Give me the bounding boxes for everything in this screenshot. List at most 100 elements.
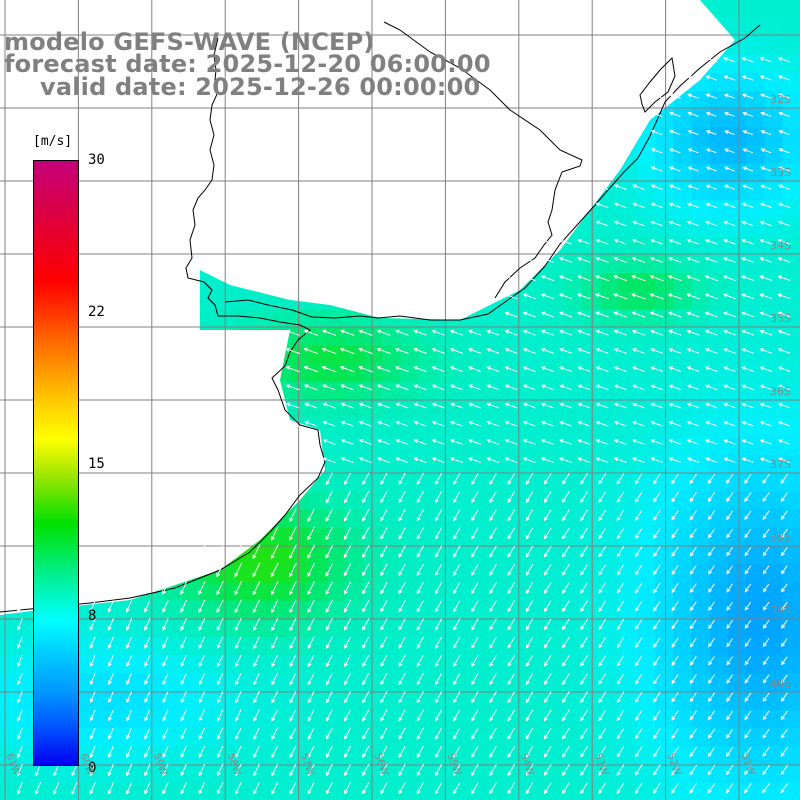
wind-arrow <box>558 275 573 282</box>
field-cell <box>746 364 765 383</box>
field-cell <box>782 236 800 256</box>
field-cell <box>345 764 365 784</box>
field-cell <box>200 728 219 747</box>
wind-arrow <box>559 311 573 318</box>
lat-label: 36S <box>770 385 791 398</box>
field-cell <box>746 254 765 274</box>
field-cell <box>764 637 784 656</box>
field-cell <box>91 673 110 693</box>
field-cell <box>546 691 565 711</box>
field-cell <box>546 382 565 401</box>
field-cell <box>364 473 383 492</box>
field-cell <box>673 491 693 511</box>
field-cell <box>673 345 693 365</box>
field-cell <box>728 345 747 365</box>
lat-label: 39S <box>770 604 791 617</box>
field-cell <box>618 218 638 238</box>
field-cell <box>364 327 383 347</box>
field-cell <box>764 618 784 638</box>
field-cell <box>691 600 711 620</box>
field-cell <box>309 655 329 674</box>
field-cell <box>236 564 256 583</box>
field-cell <box>673 564 693 583</box>
wind-arrow <box>669 129 681 136</box>
field-cell <box>600 436 620 456</box>
field-cell <box>418 655 438 674</box>
field-cell <box>673 218 693 238</box>
field-cell <box>218 600 238 620</box>
field-cell <box>400 673 420 693</box>
field-cell <box>655 309 674 329</box>
field-cell <box>327 509 347 529</box>
field-cell <box>400 728 420 747</box>
wind-arrow <box>504 311 518 318</box>
lat-label: 34S <box>770 239 791 252</box>
field-cell <box>473 473 492 492</box>
field-cell <box>491 746 511 765</box>
lat-label: 32S <box>770 93 791 106</box>
colorbar-tick-8: 8 <box>88 608 97 624</box>
wind-arrow <box>595 293 609 300</box>
field-cell <box>546 782 565 800</box>
field-cell <box>709 382 729 401</box>
wind-arrow <box>558 293 573 300</box>
field-cell <box>746 309 765 329</box>
field-cell <box>709 127 729 147</box>
field-cell <box>400 709 420 729</box>
field-cell <box>327 473 347 492</box>
field-cell <box>163 691 183 711</box>
field-cell <box>546 709 565 729</box>
field-cell <box>91 618 110 638</box>
field-cell <box>709 455 729 474</box>
field-cell <box>218 618 238 638</box>
field-cell <box>637 382 656 401</box>
wind-arrow <box>631 293 646 300</box>
field-cell <box>764 327 784 347</box>
wind-arrow <box>723 184 736 190</box>
wind-arrow <box>686 293 700 300</box>
field-cell <box>236 673 256 693</box>
field-cell <box>364 728 383 747</box>
field-cell <box>637 254 656 274</box>
field-cell <box>746 273 765 292</box>
field-cell <box>673 145 693 165</box>
field-cell <box>764 709 784 729</box>
wind-arrow <box>723 220 736 227</box>
field-cell <box>436 364 456 383</box>
field-cell <box>109 764 128 784</box>
field-cell <box>709 728 729 747</box>
field-cell <box>291 309 310 329</box>
field-cell <box>182 673 201 693</box>
field-cell <box>345 382 365 401</box>
field-cell <box>455 709 474 729</box>
field-cell <box>163 637 183 656</box>
field-cell <box>564 673 583 693</box>
field-cell <box>600 345 620 365</box>
field-cell <box>709 691 729 711</box>
field-cell <box>254 691 274 711</box>
wind-arrow <box>778 129 790 136</box>
field-cell <box>36 782 56 800</box>
field-cell <box>655 455 674 474</box>
field-cell <box>728 455 747 474</box>
field-cell <box>782 455 800 474</box>
field-cell <box>691 127 711 147</box>
wind-arrow <box>759 275 773 281</box>
field-cell <box>0 618 19 638</box>
field-cell <box>764 436 784 456</box>
field-cell <box>546 546 565 565</box>
wind-arrow <box>705 75 718 81</box>
field-cell <box>618 746 638 765</box>
field-cell <box>618 236 638 256</box>
field-cell <box>364 345 383 365</box>
field-cell <box>382 764 401 784</box>
field-cell <box>327 382 347 401</box>
wind-arrows <box>16 56 791 795</box>
field-cell <box>673 400 693 420</box>
field-cell <box>473 345 492 365</box>
field-cell <box>309 746 329 765</box>
field-cell <box>218 691 238 711</box>
field-cell <box>382 455 401 474</box>
field-cell <box>782 709 800 729</box>
